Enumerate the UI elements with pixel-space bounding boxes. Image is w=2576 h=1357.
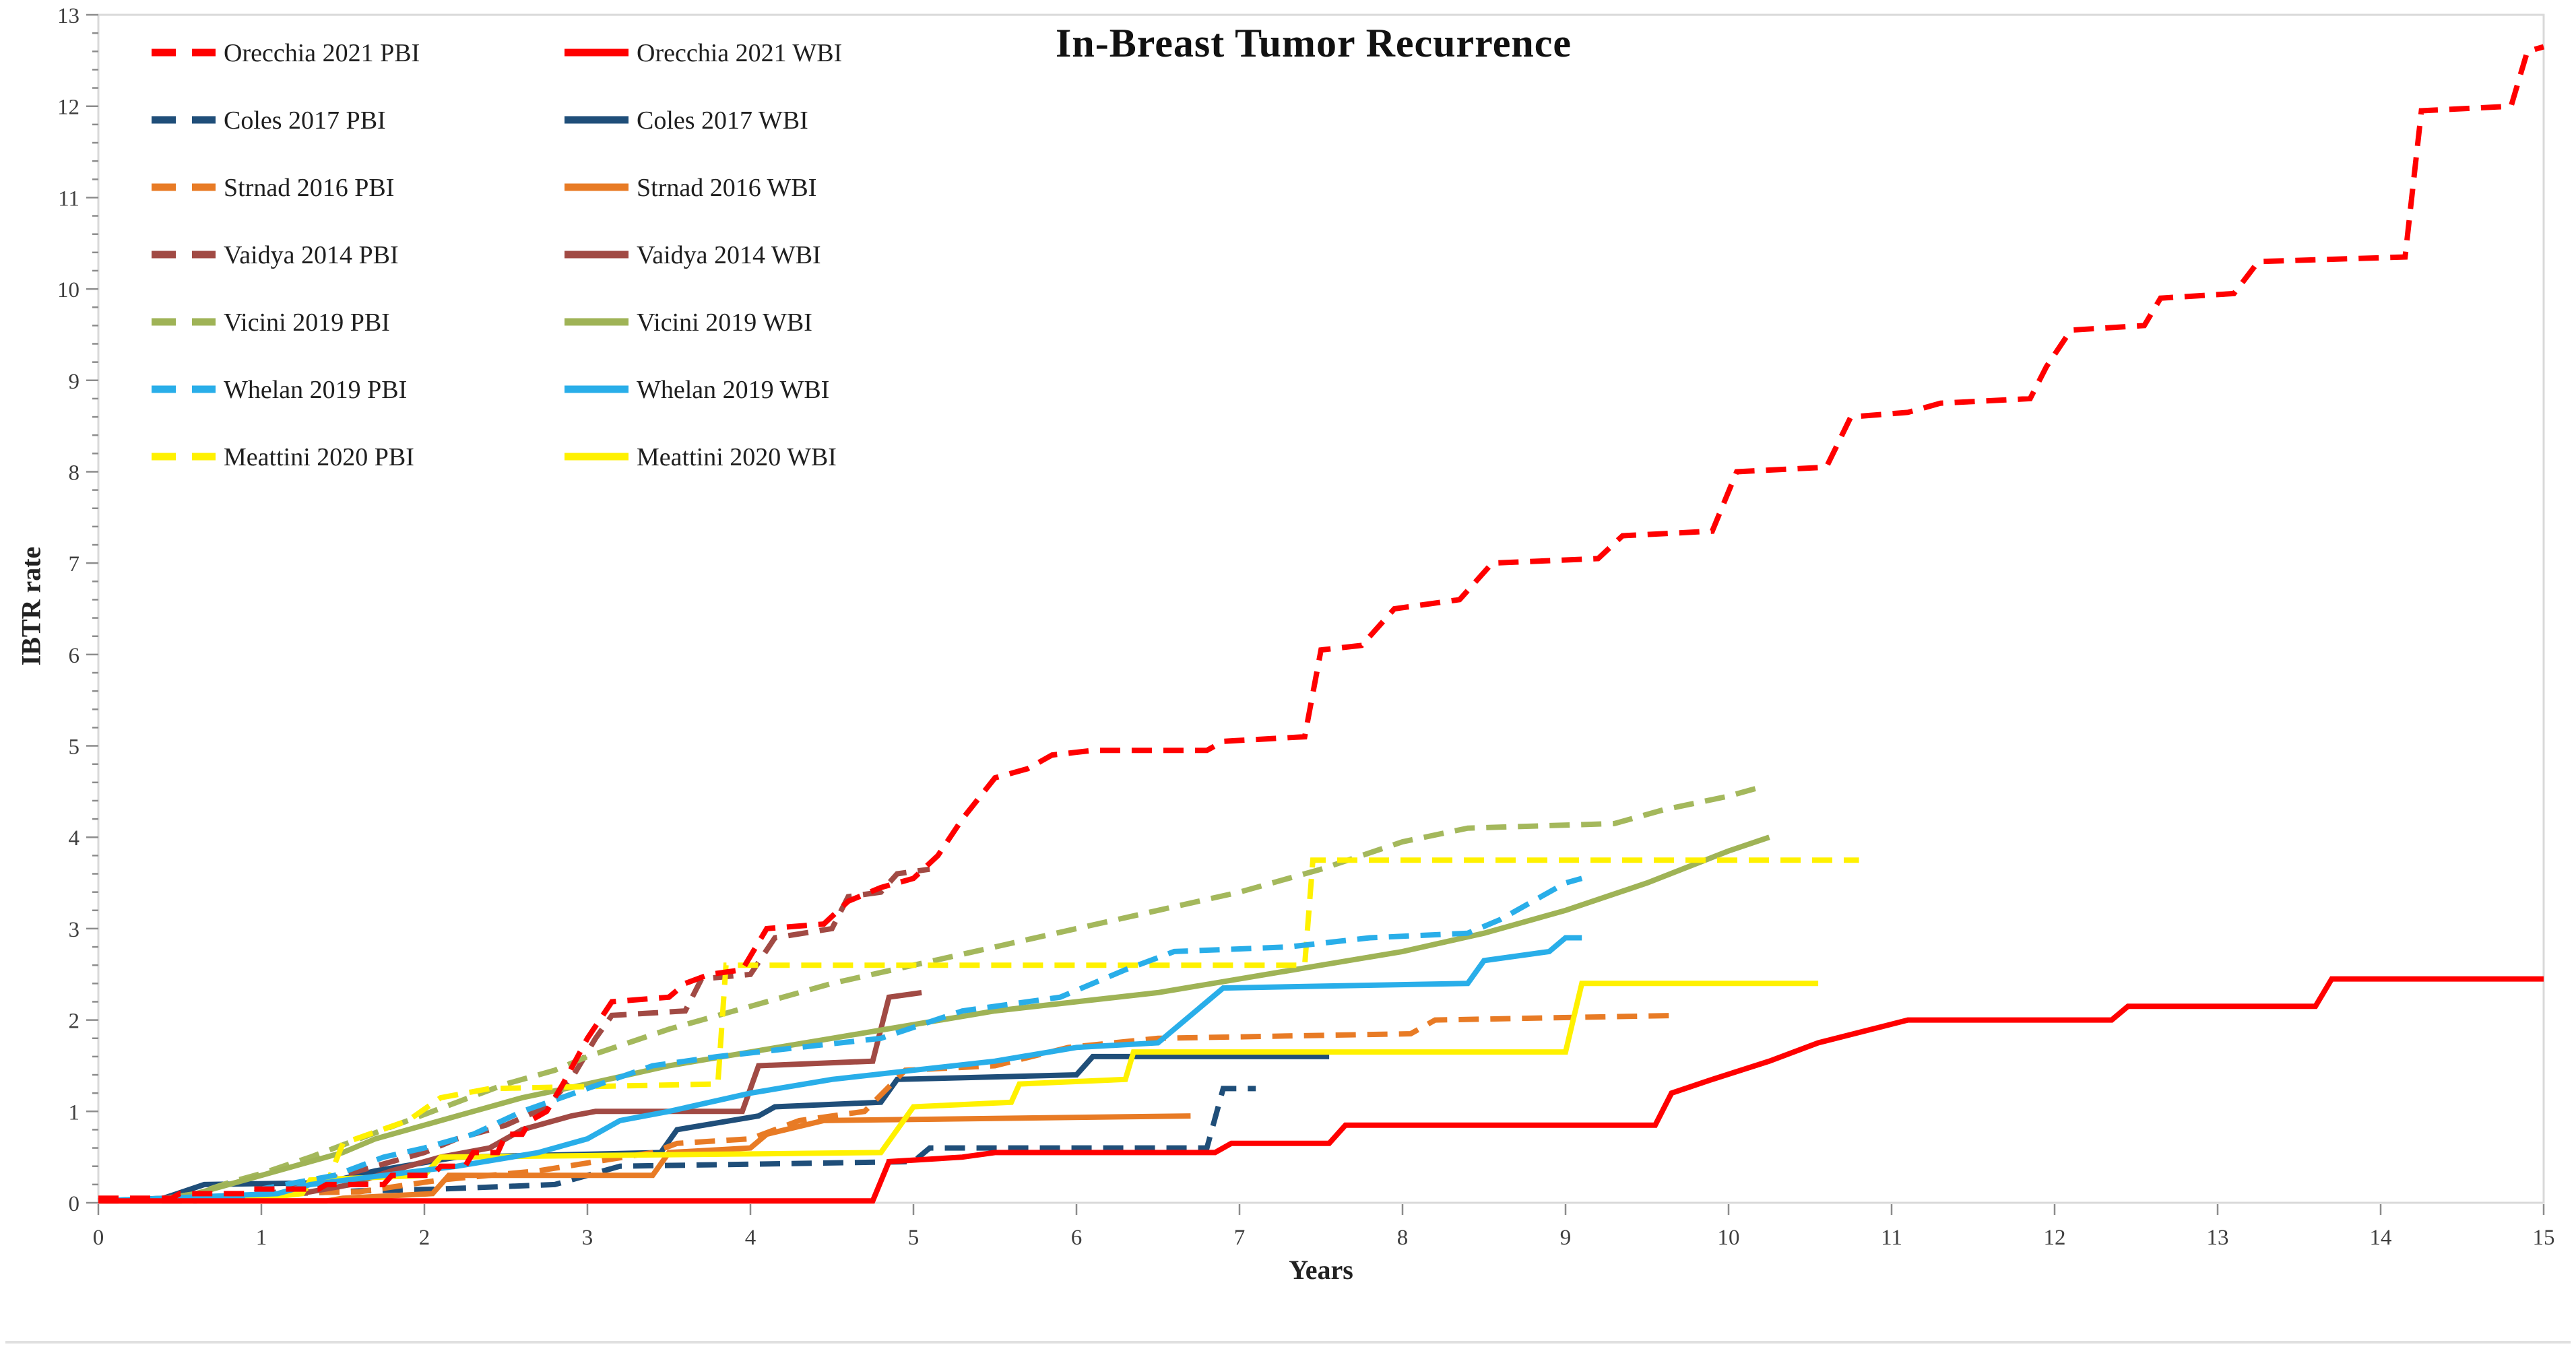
legend-item-row: Whelan 2019 PBI Whelan 2019 WBI xyxy=(152,376,829,404)
series-meattini-2020-pbi xyxy=(98,857,1859,1204)
y-tick-label: 1 xyxy=(69,1100,80,1125)
x-tick-label: 14 xyxy=(2370,1226,2392,1250)
legend-label-pbi: Strnad 2016 PBI xyxy=(224,174,394,202)
x-tick-label: 4 xyxy=(745,1226,756,1250)
y-tick-label: 10 xyxy=(57,278,79,302)
series-vaidya-2014-pbi xyxy=(98,866,930,1204)
x-tick-label: 0 xyxy=(93,1226,104,1250)
y-tick-label: 12 xyxy=(57,96,79,120)
legend-label-pbi: Whelan 2019 PBI xyxy=(224,376,407,404)
y-tick-label: 8 xyxy=(69,461,80,485)
x-tick-label: 7 xyxy=(1234,1226,1246,1250)
x-tick-label: 5 xyxy=(908,1226,920,1250)
y-tick-label: 9 xyxy=(69,370,80,394)
legend-label-wbi: Whelan 2019 WBI xyxy=(637,376,829,404)
series-vicini-2019-pbi xyxy=(147,784,1762,1204)
x-axis: 0 1 2 3 4 5 6 7 8 9 10 11 12 13 14 15 xyxy=(93,1204,2555,1250)
x-tick-label: 1 xyxy=(256,1226,267,1250)
y-tick-label: 0 xyxy=(69,1192,80,1216)
legend-label-pbi: Vaidya 2014 PBI xyxy=(224,241,399,269)
x-tick-label: 12 xyxy=(2044,1226,2066,1250)
legend-item-row: Meattini 2020 PBI Meattini 2020 WBI xyxy=(152,443,837,471)
x-tick-label: 15 xyxy=(2533,1226,2555,1250)
legend-item-row: Orecchia 2021 PBI Orecchia 2021 WBI xyxy=(152,39,842,67)
y-tick-label: 13 xyxy=(57,4,79,28)
x-tick-label: 9 xyxy=(1560,1226,1572,1250)
series-whelan-2019-wbi xyxy=(98,935,1582,1204)
x-tick-label: 2 xyxy=(419,1226,430,1250)
series-vaidya-2014-wbi xyxy=(98,989,922,1204)
x-tick-label: 6 xyxy=(1071,1226,1083,1250)
legend-item-row: Vaidya 2014 PBI Vaidya 2014 WBI xyxy=(152,241,821,269)
legend-label-wbi: Vicini 2019 WBI xyxy=(637,308,812,337)
legend-label-wbi: Strnad 2016 WBI xyxy=(637,174,816,202)
legend-label-pbi: Meattini 2020 PBI xyxy=(224,443,414,471)
legend-label-wbi: Orecchia 2021 WBI xyxy=(637,39,842,67)
chart-title: In-Breast Tumor Recurrence xyxy=(1056,21,1572,65)
legend-label-wbi: Meattini 2020 WBI xyxy=(637,443,837,471)
series-whelan-2019-pbi xyxy=(98,875,1583,1204)
x-tick-label: 8 xyxy=(1397,1226,1409,1250)
legend-label-wbi: Coles 2017 WBI xyxy=(637,106,808,135)
series-orecchia-2021-pbi xyxy=(98,44,2545,1201)
legend-label-pbi: Coles 2017 PBI xyxy=(224,106,386,135)
x-tick-label: 13 xyxy=(2207,1226,2229,1250)
series-group xyxy=(98,44,2545,1204)
y-tick-label: 11 xyxy=(58,187,79,211)
series-orecchia-2021-wbi xyxy=(98,976,2544,1204)
series-coles-2017-wbi xyxy=(98,1053,1330,1204)
legend-label-wbi: Vaidya 2014 WBI xyxy=(637,241,821,269)
x-tick-label: 10 xyxy=(1718,1226,1740,1250)
legend-label-pbi: Vicini 2019 PBI xyxy=(224,308,390,337)
y-tick-label: 4 xyxy=(69,826,80,851)
y-tick-label: 7 xyxy=(69,552,80,576)
series-vicini-2019-wbi xyxy=(147,834,1770,1204)
x-tick-label: 11 xyxy=(1881,1226,1902,1250)
y-tick-label: 6 xyxy=(69,644,80,668)
y-tick-label: 3 xyxy=(69,918,80,942)
x-axis-title: Years xyxy=(1289,1255,1353,1285)
plot-border xyxy=(97,13,2545,1204)
legend-item-row: Coles 2017 PBI Coles 2017 WBI xyxy=(152,106,808,135)
y-tick-label: 2 xyxy=(69,1010,80,1034)
legend-item-row: Vicini 2019 PBI Vicini 2019 WBI xyxy=(152,308,812,337)
x-tick-label: 3 xyxy=(582,1226,593,1250)
legend-label-pbi: Orecchia 2021 PBI xyxy=(224,39,420,67)
legend-item-row: Strnad 2016 PBI Strnad 2016 WBI xyxy=(152,174,816,202)
y-tick-label: 5 xyxy=(69,735,80,760)
legend: Orecchia 2021 PBI Orecchia 2021 WBI Coles … xyxy=(152,39,842,471)
